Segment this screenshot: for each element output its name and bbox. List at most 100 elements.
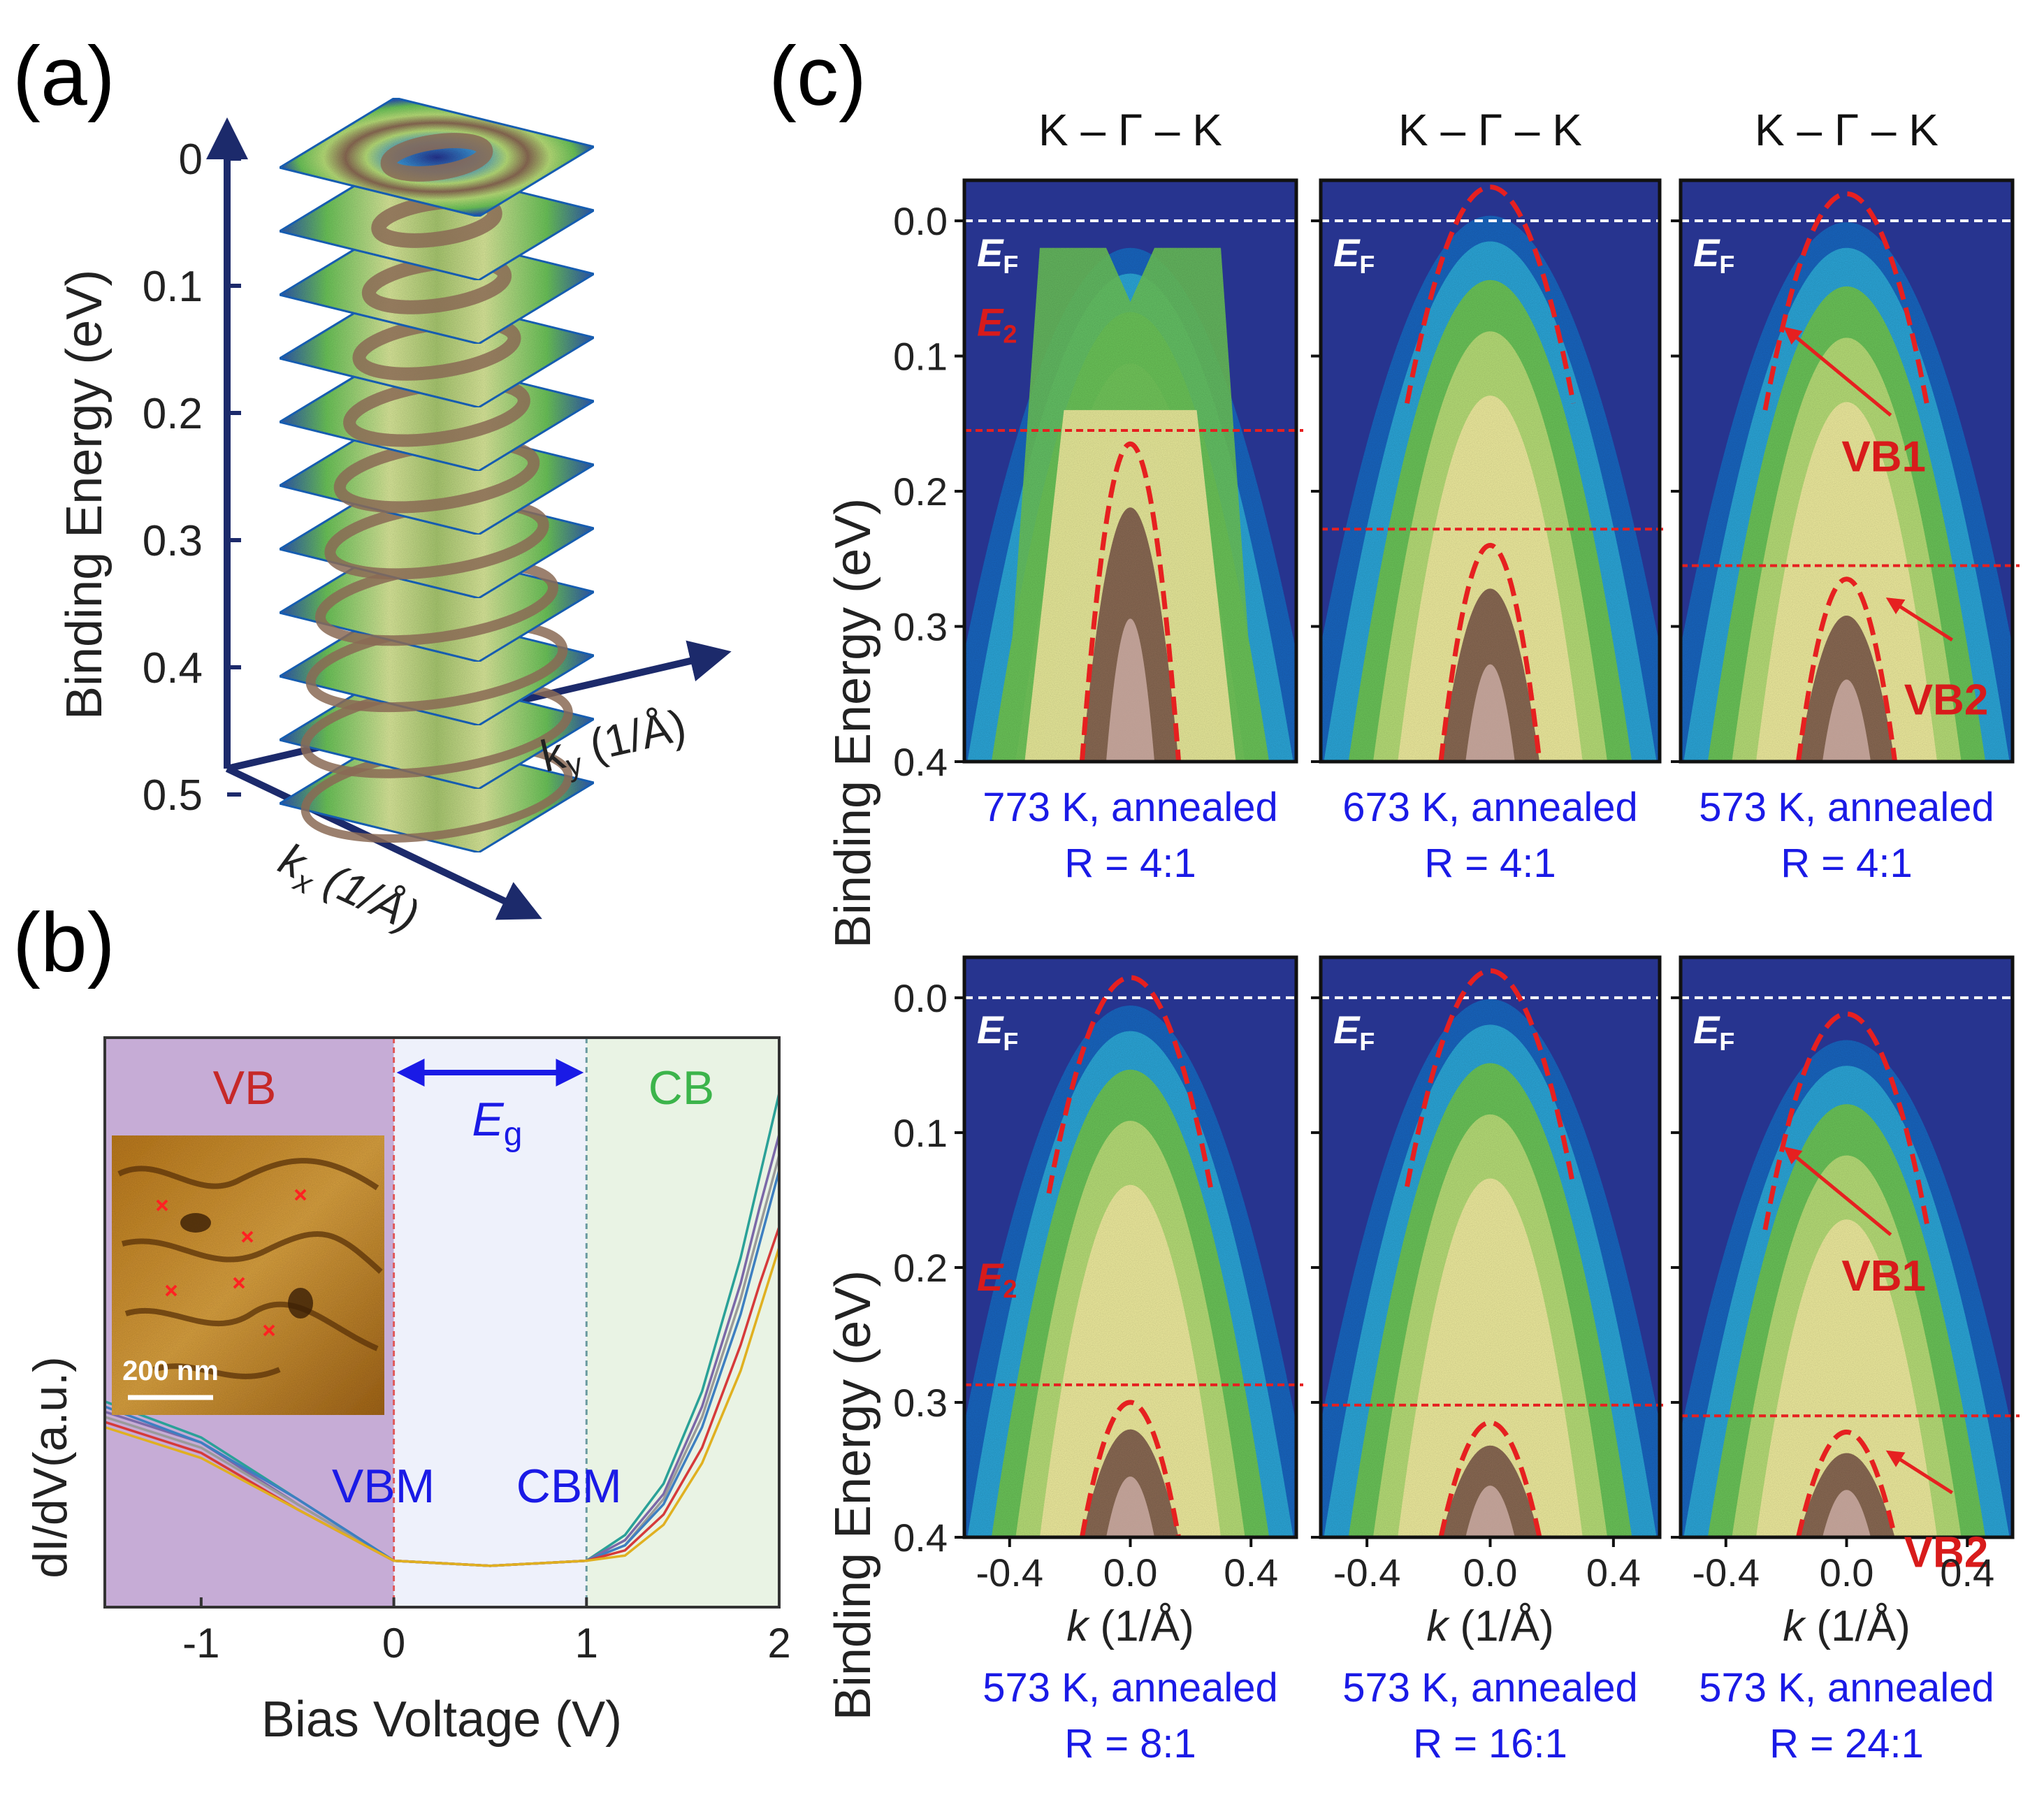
vb1-arrow (1783, 326, 1892, 417)
vb2-label: VB2 (1904, 676, 1989, 724)
arpes-ytick-label: 0.2 (893, 470, 948, 514)
e2-sub: 2 (1003, 320, 1017, 349)
panel-a-3d-stack: 00.10.20.30.40.5 Binding Energy (eV) kx … (57, 96, 732, 941)
ef-e: E (1333, 231, 1361, 275)
vb2-core (1822, 679, 1871, 762)
stm-inset: 200 nm (112, 1135, 384, 1415)
vb2-core (1106, 618, 1155, 762)
energy-slice (277, 96, 597, 218)
vb1-arrow (1783, 1146, 1892, 1237)
arpes-panel-6: EF VB1 VB2 -0.4 0.0 0.4 k (1/Å) 573 K, annealed… (1671, 955, 2020, 1766)
arpes-xlabel: k (1/Å) (1066, 1602, 1194, 1650)
arpes-xtick-label: -0.4 (976, 1551, 1044, 1595)
arpes-xtick-label: 0.4 (1224, 1551, 1278, 1595)
ef-e: E (977, 231, 1004, 275)
gap-label: Eg (472, 1093, 522, 1153)
arpes-xlabel-k: k (1066, 1602, 1090, 1650)
arpes-xlabel: k (1/Å) (1426, 1602, 1554, 1650)
arpes-ytick-label: 0.4 (893, 1516, 948, 1560)
sts-curve-s6 (104, 1247, 781, 1567)
ef-label: EF (1333, 231, 1375, 279)
stm-inset-ridges (117, 1158, 383, 1379)
arpes-intensity (1681, 957, 2013, 1537)
arpes-xtick-label: 0.0 (1820, 1551, 1874, 1595)
vb2-core (1106, 1476, 1155, 1537)
vb2-label: VB2 (1904, 1528, 1989, 1576)
vb1-dispersion (1405, 968, 1576, 1187)
ef-sub: F (1359, 250, 1375, 279)
arpes-caption-line2: R = 24:1 (1769, 1721, 1924, 1766)
vb1-dispersion (1405, 184, 1576, 404)
panel-a-tick-label: 0 (179, 136, 203, 184)
vb2-dispersion (1438, 543, 1542, 762)
ef-e: E (1333, 1008, 1361, 1052)
cb-region (586, 1038, 779, 1607)
vb2-arrow (1885, 597, 1953, 641)
panel-a-slices (277, 96, 597, 854)
panel-b-xtick-label: 1 (575, 1620, 598, 1667)
arpes-frame (962, 178, 1298, 764)
arpes-ytick-label: 0.3 (893, 1381, 948, 1425)
arpes-intensity (1321, 957, 1660, 1537)
ky-unit: (1/Å) (573, 699, 691, 773)
arpes-xlabel-unit: (1/Å) (1804, 1602, 1911, 1650)
panel-b-frame (103, 1036, 781, 1609)
vb2-core (1465, 664, 1515, 762)
arpes-intensity (964, 957, 1296, 1537)
panel-c-ylabel-top: Binding Energy (eV) (825, 498, 881, 948)
ef-e: E (977, 1008, 1004, 1052)
ef-sub: F (1359, 1027, 1375, 1056)
arpes-caption-line2: R = 4:1 (1064, 841, 1196, 886)
arpes-frame (1319, 178, 1662, 764)
arpes-caption-line1: 573 K, annealed (1342, 1665, 1637, 1711)
panel-a-ticks: 0 0.1 0.2 0.3 0.4 0.5 (143, 136, 241, 820)
panel-b-xtick-label: -1 (182, 1620, 219, 1667)
arpes-ytick-label: 0.4 (893, 740, 948, 784)
e2-label: E2 (977, 1255, 1017, 1303)
arpes-panel-title: K – Γ – K (1038, 105, 1222, 155)
panel-b-ylabel: dI/dV(a.u.) (24, 1356, 77, 1578)
stm-pit (180, 1213, 211, 1233)
arpes-panel-3: EF VB1 VB2 K – Γ – K 573 K, annealed R = 4:1 (1671, 105, 2020, 886)
ef-sub: F (1719, 250, 1734, 279)
vb2-dispersion (1079, 441, 1182, 762)
scale-bar-label: 200 nm (122, 1356, 219, 1386)
panel-a-tick-label: 0.5 (143, 771, 203, 820)
arpes-ytick-label: 0.2 (893, 1246, 948, 1290)
arpes-frame (1679, 178, 2015, 764)
cb-label: CB (648, 1061, 714, 1115)
arpes-caption-line2: R = 16:1 (1413, 1721, 1567, 1766)
arpes-xlabel-unit: (1/Å) (1088, 1602, 1194, 1650)
arpes-band-layer (1398, 1178, 1583, 1537)
arpes-intensity (1321, 180, 1660, 762)
vb1-dispersion (1762, 191, 1931, 411)
arpes-xtick-label: 0.4 (1586, 1551, 1641, 1595)
slice-ring (380, 133, 493, 182)
ef-label: EF (977, 1008, 1018, 1056)
gap-sub: g (504, 1116, 523, 1153)
ef-sub: F (1719, 1027, 1734, 1056)
stm-markers (156, 1189, 307, 1337)
vb1-dispersion (1046, 975, 1215, 1194)
panel-a-ylabel: Binding Energy (eV) (57, 270, 113, 720)
panel-b-xtick-label: 0 (382, 1620, 405, 1667)
vb2-dispersion (1795, 1430, 1898, 1537)
stm-pit (288, 1288, 313, 1319)
panel-label-a: (a) (13, 29, 115, 123)
arpes-xtick-label: 0.0 (1103, 1551, 1158, 1595)
vb2-dispersion (1438, 1420, 1542, 1537)
arpes-ytick-label: 0.0 (893, 199, 948, 243)
arpes-caption-line1: 573 K, annealed (1699, 785, 1994, 830)
ef-label: EF (1693, 231, 1734, 279)
arpes-ytick-label: 0.1 (893, 335, 948, 379)
arpes-ytick-label: 0.3 (893, 605, 948, 649)
arpes-caption-line1: 573 K, annealed (983, 1665, 1277, 1711)
panel-a-tick-label: 0.2 (143, 390, 203, 438)
arpes-caption-line2: R = 8:1 (1064, 1721, 1196, 1766)
ef-e: E (1693, 231, 1720, 275)
vb2-dispersion (1079, 1400, 1182, 1537)
ef-label: EF (977, 231, 1018, 279)
